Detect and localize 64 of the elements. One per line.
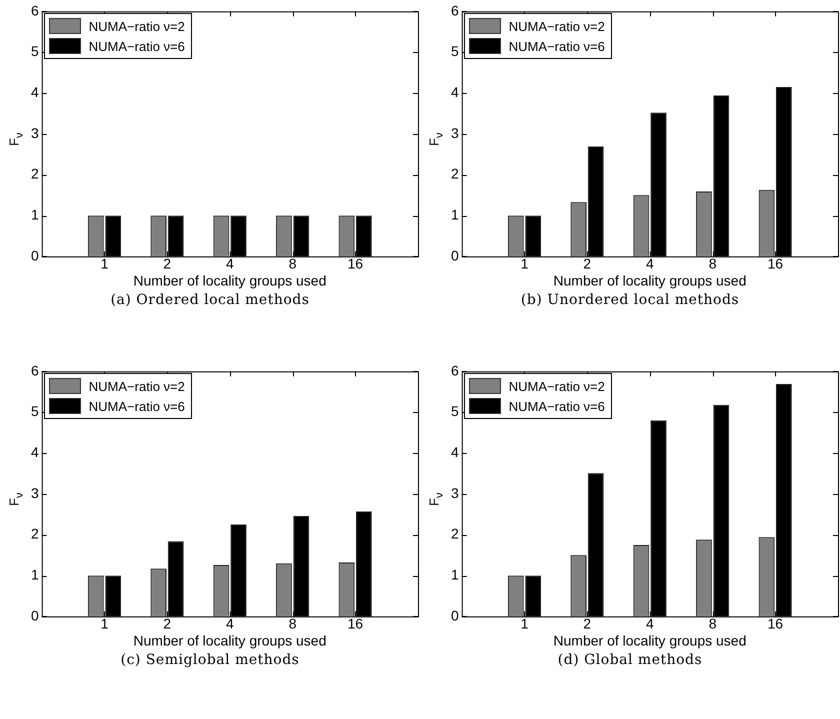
- y-tick-label: 5: [450, 43, 459, 60]
- x-tick-label: 1: [100, 256, 109, 272]
- y-tick-label: 6: [450, 362, 459, 378]
- text: (b) Unordered local methods: [520, 292, 740, 308]
- text: (c) Semiglobal methods: [120, 652, 300, 668]
- y-tick-label: 0: [450, 247, 459, 264]
- y-tick-label: 2: [30, 166, 39, 182]
- x-tick-label: 1: [520, 616, 529, 632]
- y-tick-label: 1: [450, 566, 459, 582]
- y-tick-label: 6: [30, 362, 39, 378]
- x-tick-label: 4: [226, 616, 234, 632]
- y-tick-label: 0: [450, 607, 459, 624]
- y-tick-label: 6: [30, 2, 39, 18]
- legend-label: NUMA−ratio ν=2: [88, 18, 185, 34]
- y-tick-label: 1: [450, 206, 459, 222]
- x-axis-title: Number of locality groups used: [553, 272, 746, 288]
- y-tick-label: 0: [30, 607, 39, 624]
- y-tick-label: 6: [450, 2, 459, 18]
- x-tick-label: 4: [646, 256, 654, 272]
- y-tick-label: 3: [30, 124, 39, 141]
- x-tick-label: 16: [348, 256, 364, 272]
- x-axis-title: Number of locality groups used: [133, 632, 326, 648]
- x-tick-label: 16: [768, 616, 784, 632]
- x-tick-label: 2: [583, 616, 592, 632]
- legend-label: NUMA−ratio ν=2: [508, 378, 605, 394]
- y-tick-label: 4: [450, 444, 459, 460]
- y-tick-label: 2: [450, 526, 459, 542]
- x-tick-label: 16: [348, 616, 364, 632]
- legend-label: NUMA−ratio ν=6: [88, 38, 185, 54]
- legend-label: NUMA−ratio ν=2: [508, 18, 605, 34]
- x-tick-label: 1: [100, 616, 109, 632]
- y-tick-label: 1: [30, 566, 39, 582]
- y-tick-label: 5: [450, 403, 459, 420]
- x-tick-label: 16: [768, 256, 784, 272]
- legend-label: NUMA−ratio ν=6: [508, 398, 605, 414]
- y-tick-label: 3: [30, 484, 39, 501]
- x-axis-title: Number of locality groups used: [553, 632, 746, 648]
- x-tick-label: 2: [583, 256, 592, 272]
- x-tick-label: 8: [288, 616, 297, 632]
- legend-label: NUMA−ratio ν=2: [88, 378, 185, 394]
- y-tick-label: 2: [30, 526, 39, 542]
- x-tick-label: 8: [708, 256, 717, 272]
- text: (d) Global methods: [556, 652, 704, 668]
- x-tick-label: 2: [163, 616, 172, 632]
- text: (a) Ordered local methods: [110, 292, 310, 308]
- y-tick-label: 4: [30, 84, 39, 100]
- legend-label: NUMA−ratio ν=6: [88, 398, 185, 414]
- x-tick-label: 4: [226, 256, 234, 272]
- x-tick-label: 8: [708, 616, 717, 632]
- y-tick-label: 5: [30, 403, 39, 420]
- y-tick-label: 5: [30, 43, 39, 60]
- y-tick-label: 1: [30, 206, 39, 222]
- x-axis-title: Number of locality groups used: [133, 272, 326, 288]
- y-tick-label: 0: [30, 247, 39, 264]
- x-tick-label: 1: [520, 256, 529, 272]
- y-tick-label: 2: [450, 166, 459, 182]
- y-tick-label: 3: [450, 484, 459, 501]
- x-tick-label: 2: [163, 256, 172, 272]
- y-tick-label: 4: [450, 84, 459, 100]
- legend-label: NUMA−ratio ν=6: [508, 38, 605, 54]
- x-tick-label: 4: [646, 616, 654, 632]
- y-tick-label: 3: [450, 124, 459, 141]
- x-tick-label: 8: [288, 256, 297, 272]
- y-tick-label: 4: [30, 444, 39, 460]
